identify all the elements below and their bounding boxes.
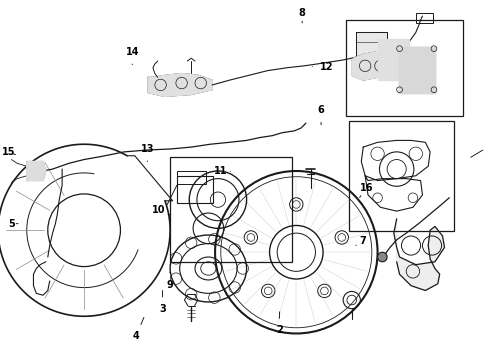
Polygon shape [27, 161, 46, 181]
Polygon shape [352, 51, 394, 80]
Text: 4: 4 [133, 318, 144, 341]
Text: 16: 16 [360, 183, 373, 198]
Text: 11: 11 [214, 166, 230, 176]
Text: 1: 1 [471, 139, 490, 157]
Bar [349, 121, 454, 231]
Text: 6: 6 [318, 105, 324, 125]
Bar [177, 176, 213, 203]
Text: 3: 3 [159, 291, 166, 314]
Text: 7: 7 [356, 236, 366, 246]
Bar [177, 171, 205, 184]
Text: 14: 14 [125, 47, 139, 65]
Polygon shape [148, 73, 212, 96]
Polygon shape [394, 219, 444, 291]
Text: 10: 10 [152, 205, 170, 215]
Text: 9: 9 [167, 272, 173, 290]
Bar [416, 13, 433, 23]
Polygon shape [378, 39, 409, 80]
Polygon shape [398, 47, 435, 93]
Text: 2: 2 [276, 312, 283, 335]
Text: 12: 12 [313, 62, 333, 72]
Bar [170, 157, 293, 262]
Text: 15: 15 [2, 147, 16, 157]
Bar [346, 20, 463, 116]
Text: 13: 13 [141, 144, 154, 162]
Circle shape [378, 252, 387, 262]
Text: 5: 5 [9, 219, 18, 229]
Text: 8: 8 [299, 8, 306, 23]
Polygon shape [356, 32, 387, 71]
